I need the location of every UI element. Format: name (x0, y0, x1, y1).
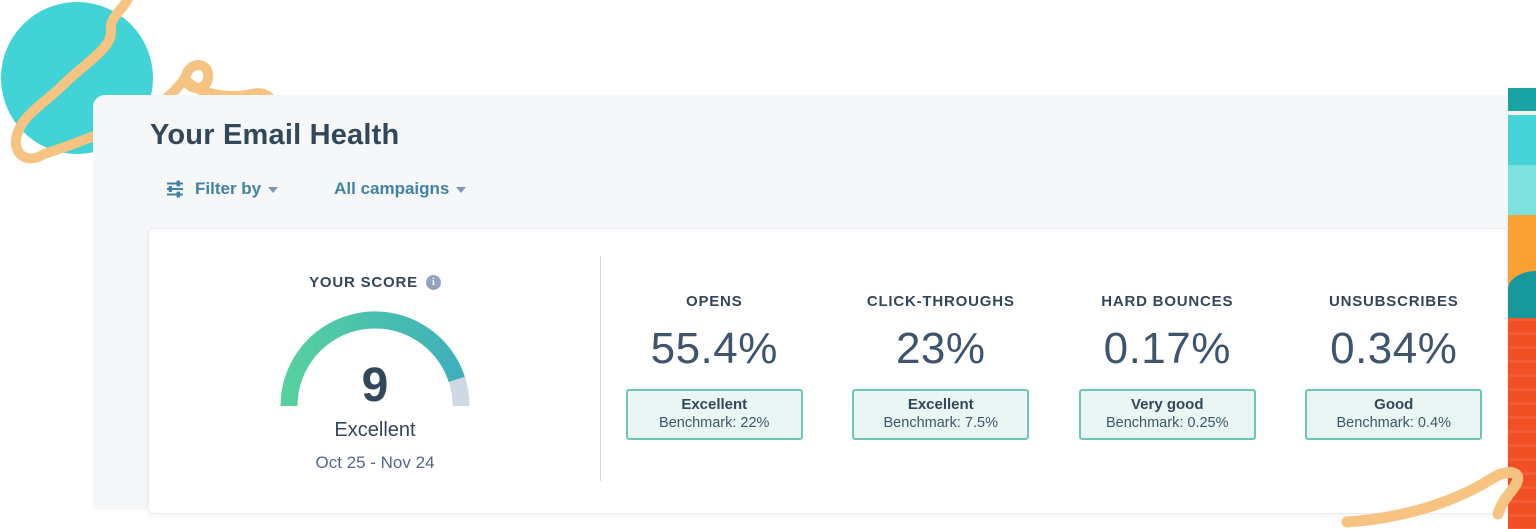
email-health-card: YOUR SCORE i 9 Excellent Oct 25 - (148, 228, 1508, 514)
metric-unsubscribes: UNSUBSCRIBES 0.34% Good Benchmark: 0.4% (1281, 229, 1508, 513)
score-label: YOUR SCORE (309, 274, 418, 291)
badge-rating: Excellent (907, 396, 974, 413)
strip-segment (1508, 111, 1536, 115)
sliders-icon (167, 180, 183, 198)
metric-value: 0.17% (1103, 324, 1231, 373)
metric-value: 55.4% (650, 324, 778, 373)
page-title: Your Email Health (150, 119, 400, 151)
caret-down-icon (268, 187, 279, 193)
campaign-filter-dropdown[interactable]: All campaigns (334, 179, 467, 199)
filter-by-label: Filter by (195, 179, 262, 198)
gauge-fill-arc (280, 311, 465, 407)
score-rating: Excellent (334, 419, 416, 441)
strip-segment (1508, 115, 1536, 165)
metric-value: 23% (895, 324, 986, 373)
metric-click-throughs: CLICK-THROUGHS 23% Excellent Benchmark: … (828, 229, 1055, 513)
badge-benchmark: Benchmark: 0.4% (1336, 415, 1451, 431)
badge-rating: Excellent (681, 396, 748, 413)
decorative-squiggle-bottom (1341, 467, 1524, 528)
metric-label: HARD BOUNCES (1101, 293, 1234, 310)
toolbar: Filter by All campaigns (166, 179, 467, 199)
strip-segment (1508, 88, 1536, 111)
metric-label: OPENS (685, 293, 743, 310)
badge-benchmark: Benchmark: 0.25% (1105, 415, 1229, 431)
badge-rating: Very good (1130, 396, 1204, 413)
metric-hard-bounces: HARD BOUNCES 0.17% Very good Benchmark: … (1054, 229, 1281, 513)
strip-segment (1508, 271, 1536, 318)
campaign-filter-label: All campaigns (334, 179, 450, 198)
benchmark-badge: Very good Benchmark: 0.25% (1078, 389, 1256, 440)
strip-segment (1508, 165, 1536, 215)
filter-by-dropdown[interactable]: Filter by (166, 179, 279, 199)
benchmark-badge: Excellent Benchmark: 7.5% (852, 389, 1030, 440)
badge-benchmark: Benchmark: 22% (659, 415, 770, 431)
benchmark-badge: Good Benchmark: 0.4% (1305, 389, 1483, 440)
metric-label: UNSUBSCRIBES (1328, 293, 1459, 310)
score-gauge: 9 (277, 309, 473, 412)
gauge-track-arc (448, 376, 470, 407)
section-divider (600, 256, 601, 481)
badge-rating: Good (1374, 396, 1414, 413)
caret-down-icon (456, 187, 467, 193)
score-date-range: Oct 25 - Nov 24 (315, 453, 435, 472)
badge-benchmark: Benchmark: 7.5% (883, 415, 998, 431)
metric-opens: OPENS 55.4% Excellent Benchmark: 22% (601, 229, 828, 513)
score-section: YOUR SCORE i 9 Excellent Oct 25 - (149, 229, 601, 513)
metrics-row: OPENS 55.4% Excellent Benchmark: 22% CLI… (601, 229, 1507, 513)
info-icon[interactable]: i (425, 275, 441, 290)
benchmark-badge: Excellent Benchmark: 22% (625, 389, 803, 440)
score-value: 9 (361, 359, 389, 412)
metric-label: CLICK-THROUGHS (866, 293, 1015, 310)
metric-value: 0.34% (1330, 324, 1458, 373)
